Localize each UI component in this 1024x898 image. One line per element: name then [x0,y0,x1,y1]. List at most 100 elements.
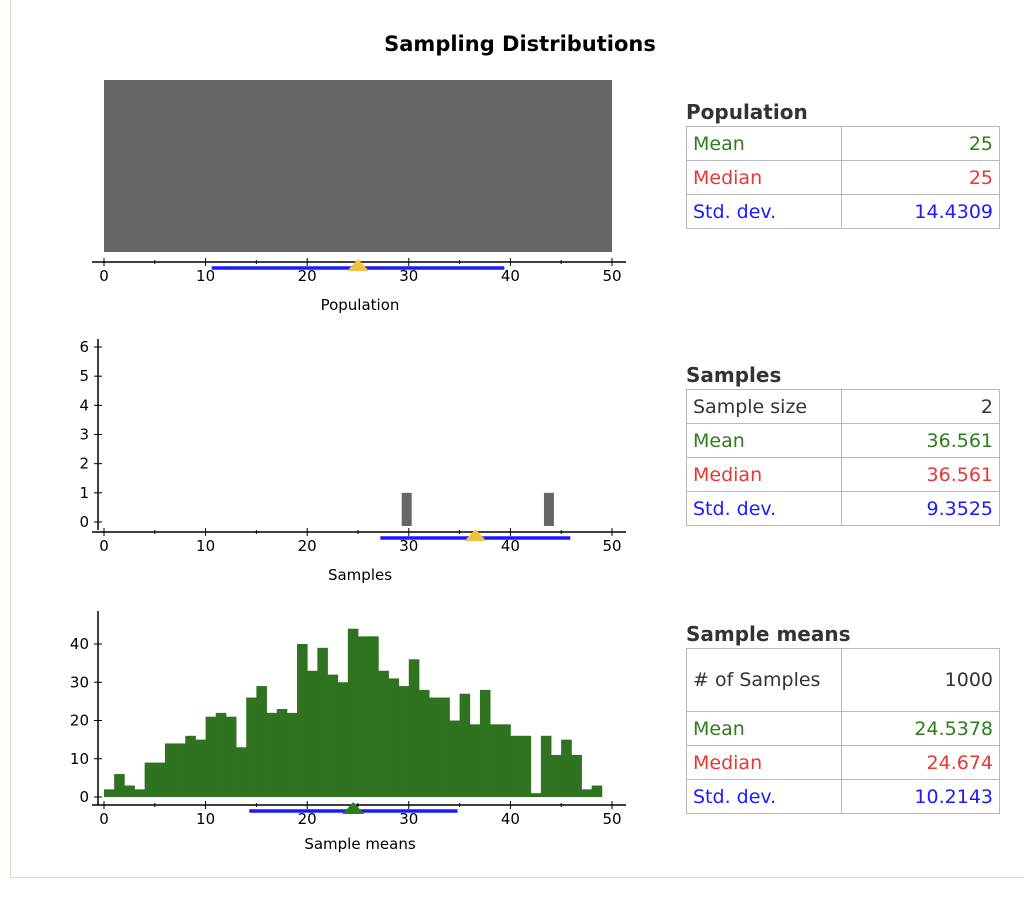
mean-marker [347,259,369,271]
y-tick-label: 4 [79,396,89,414]
histogram-bar [429,697,440,797]
histogram-bar [317,647,328,797]
sd-label: Std. dev. [686,194,842,229]
sample-bar [543,492,554,526]
samples-chart: 0 1 2 3 4 5 6 0 10 20 30 40 50 Samples [79,338,626,584]
samples-stats: Samples Sample size 2 Mean 36.561 Median… [686,363,1000,526]
histogram-bar [358,636,369,797]
x-tick-label: 20 [298,810,317,828]
sample-bar [401,492,412,526]
table-row: Sample size 2 [686,389,1000,424]
mean-label: Mean [686,126,842,161]
histogram-bar [388,678,400,797]
median-value: 36.561 [841,457,1000,492]
median-label: Median [686,745,842,780]
y-tick-label: 2 [79,455,89,473]
histogram-bar [540,735,552,797]
histogram-bar [276,709,288,797]
histogram-bar [114,774,125,797]
histogram-bar [236,747,247,797]
x-tick-label: 0 [99,537,109,555]
y-tick-label: 30 [70,673,89,691]
x-tick-label: 40 [501,810,520,828]
table-row: Median 24.674 [686,745,1000,780]
histogram-bar [571,754,582,797]
histogram-bar [134,789,146,797]
y-tick-label: 0 [79,788,89,806]
x-tick-label: 40 [501,537,520,555]
histogram-bar [195,739,206,797]
histogram-bar [439,697,450,797]
y-tick-label: 20 [70,712,89,730]
table-row: Std. dev. 9.3525 [686,491,1000,526]
mean-label: Mean [686,423,842,458]
histogram-bar [225,716,237,797]
histogram-bar [378,670,389,797]
histogram-bar [368,636,379,797]
sd-value: 10.2143 [841,779,1000,814]
population-chart: 0 10 20 30 40 50 Population [92,80,626,314]
table-row: Std. dev. 14.4309 [686,194,1000,229]
y-tick-label: 10 [70,750,89,768]
table-row: # of Samples 1000 [686,648,1000,712]
x-tick-label: 30 [399,810,418,828]
sd-label: Std. dev. [686,491,842,526]
sd-value: 14.4309 [841,194,1000,229]
histogram-bar [256,686,267,797]
histogram-bar [144,762,156,797]
histogram-bar [297,644,308,797]
histogram-bar [520,735,532,797]
num-samples-value: 1000 [841,648,1000,712]
mean-marker [464,529,487,541]
mean-marker [342,802,365,814]
mean-label: Mean [686,711,842,746]
y-tick-label: 0 [79,513,89,531]
y-tick-label: 1 [79,484,89,502]
x-tick-label: 50 [602,537,621,555]
histogram-bar [398,686,410,797]
table-row: Mean 36.561 [686,423,1000,458]
histogram-bar [124,785,135,797]
x-tick-label: 0 [99,810,109,828]
histogram-bar [347,628,359,797]
histogram-bar [327,674,339,797]
median-value: 24.674 [841,745,1000,780]
x-tick-label: 20 [298,267,317,285]
samples-stats-table: Sample size 2 Mean 36.561 Median 36.561 … [686,389,1000,526]
x-axis-label: Sample means [304,835,416,853]
histogram-bar [246,697,257,797]
x-tick-label: 40 [501,267,520,285]
histogram-bar [337,682,349,797]
sample-size-label: Sample size [686,389,842,424]
histogram-bar [479,689,491,797]
table-row: Mean 24.5378 [686,711,1000,746]
histogram-bar [205,716,217,797]
num-samples-label: # of Samples [686,648,842,712]
histogram-bar [490,724,501,797]
x-tick-label: 20 [298,537,317,555]
y-tick-label: 3 [79,426,89,444]
histogram-bar [286,712,298,797]
y-tick-label: 6 [79,338,89,356]
table-row: Median 36.561 [686,457,1000,492]
median-label: Median [686,457,842,492]
sd-label: Std. dev. [686,779,842,814]
histogram-bar [459,693,471,797]
histogram-bar [185,735,196,797]
x-axis-label: Samples [328,566,392,584]
mean-value: 36.561 [841,423,1000,458]
histogram-bar [551,754,562,797]
population-density-area [104,80,612,252]
content-frame [10,0,1024,878]
histogram-bar [175,743,186,797]
population-stats-title: Population [686,100,808,124]
y-tick-label: 40 [70,635,89,653]
histogram-bar [408,659,420,797]
histogram-bar [104,789,115,797]
sample-means-chart: 0 10 20 30 40 0 10 20 30 40 50 Sample means [70,611,626,853]
histogram-bar [215,712,227,797]
histogram-bar [561,739,572,797]
population-stats: Population Mean 25 Median 25 Std. dev. 1… [686,100,1000,229]
histogram-bar [418,689,430,797]
samples-stats-title: Samples [686,363,782,387]
